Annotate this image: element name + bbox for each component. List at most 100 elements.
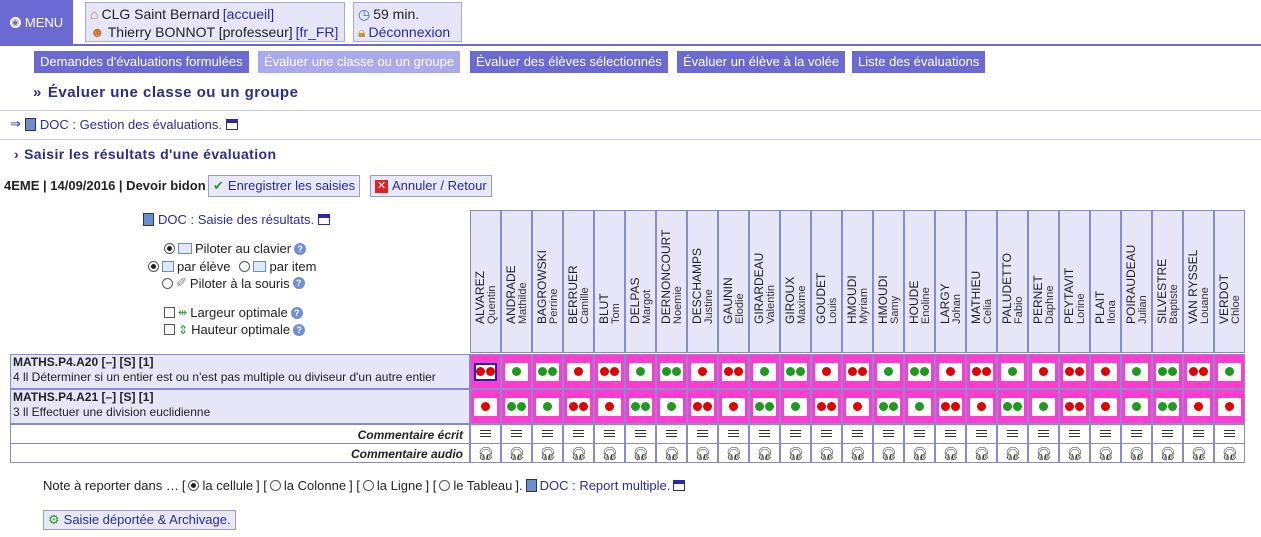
save-button[interactable]: ✔ Enregistrer les saisies bbox=[208, 175, 361, 197]
comment-written-cell[interactable] bbox=[563, 424, 594, 444]
doc-gestion-link[interactable]: DOC : Gestion des évaluations. bbox=[39, 116, 222, 132]
result-cell[interactable] bbox=[532, 389, 563, 424]
result-cell[interactable] bbox=[687, 354, 718, 389]
optimal-width-checkbox[interactable] bbox=[164, 307, 175, 318]
result-cell[interactable] bbox=[1121, 389, 1152, 424]
comment-audio-cell[interactable]: 🎧︎ bbox=[935, 443, 966, 463]
result-cell[interactable] bbox=[997, 354, 1028, 389]
comment-audio-cell[interactable]: 🎧︎ bbox=[1152, 443, 1183, 463]
result-cell[interactable] bbox=[625, 354, 656, 389]
menu-button[interactable]: ◉ MENU bbox=[0, 0, 74, 44]
language-link[interactable]: [fr_FR] bbox=[295, 24, 339, 40]
comment-written-cell[interactable] bbox=[811, 424, 842, 444]
tab-liste[interactable]: Liste des évaluations bbox=[852, 51, 986, 73]
report-column-radio[interactable] bbox=[269, 480, 281, 491]
result-cell[interactable] bbox=[1090, 389, 1121, 424]
comment-audio-cell[interactable]: 🎧︎ bbox=[1028, 443, 1059, 463]
result-cell[interactable] bbox=[718, 389, 749, 424]
comment-audio-cell[interactable]: 🎧︎ bbox=[842, 443, 873, 463]
result-cell[interactable] bbox=[842, 389, 873, 424]
comment-written-cell[interactable] bbox=[1214, 424, 1245, 444]
comment-written-cell[interactable] bbox=[873, 424, 904, 444]
comment-written-cell[interactable] bbox=[1090, 424, 1121, 444]
comment-audio-cell[interactable]: 🎧︎ bbox=[997, 443, 1028, 463]
comment-written-cell[interactable] bbox=[532, 424, 563, 444]
result-cell[interactable] bbox=[718, 354, 749, 389]
result-cell[interactable] bbox=[780, 354, 811, 389]
doc-report-link[interactable]: DOC : Report multiple. bbox=[539, 478, 671, 493]
result-cell[interactable] bbox=[780, 389, 811, 424]
comment-audio-cell[interactable]: 🎧︎ bbox=[625, 443, 656, 463]
comment-written-cell[interactable] bbox=[1028, 424, 1059, 444]
comment-audio-cell[interactable]: 🎧︎ bbox=[501, 443, 532, 463]
comment-written-cell[interactable] bbox=[997, 424, 1028, 444]
comment-written-cell[interactable] bbox=[625, 424, 656, 444]
result-cell[interactable] bbox=[935, 354, 966, 389]
help-icon[interactable]: ? bbox=[293, 323, 306, 336]
help-icon[interactable]: ? bbox=[294, 242, 307, 255]
comment-audio-cell[interactable]: 🎧︎ bbox=[470, 443, 501, 463]
popup-window-icon[interactable] bbox=[318, 214, 331, 225]
result-cell[interactable] bbox=[811, 354, 842, 389]
result-cell[interactable] bbox=[842, 354, 873, 389]
result-cell[interactable] bbox=[532, 354, 563, 389]
result-cell[interactable] bbox=[873, 354, 904, 389]
result-cell[interactable] bbox=[749, 389, 780, 424]
result-cell[interactable] bbox=[873, 389, 904, 424]
result-cell[interactable] bbox=[1152, 389, 1183, 424]
result-cell[interactable] bbox=[1059, 354, 1090, 389]
doc-saisie-link[interactable]: DOC : Saisie des résultats. bbox=[158, 212, 315, 227]
comment-audio-cell[interactable]: 🎧︎ bbox=[594, 443, 625, 463]
result-cell[interactable] bbox=[656, 354, 687, 389]
result-cell[interactable] bbox=[1059, 389, 1090, 424]
result-cell[interactable] bbox=[749, 354, 780, 389]
comment-written-cell[interactable] bbox=[687, 424, 718, 444]
report-cell-radio[interactable] bbox=[188, 480, 200, 491]
by-item-radio[interactable] bbox=[239, 261, 251, 272]
result-cell[interactable] bbox=[656, 389, 687, 424]
comment-audio-cell[interactable]: 🎧︎ bbox=[749, 443, 780, 463]
comment-written-cell[interactable] bbox=[904, 424, 935, 444]
result-cell[interactable] bbox=[563, 389, 594, 424]
comment-audio-cell[interactable]: 🎧︎ bbox=[1214, 443, 1245, 463]
result-cell[interactable] bbox=[935, 389, 966, 424]
comment-audio-cell[interactable]: 🎧︎ bbox=[780, 443, 811, 463]
result-cell[interactable] bbox=[594, 389, 625, 424]
result-cell[interactable] bbox=[997, 389, 1028, 424]
comment-audio-cell[interactable]: 🎧︎ bbox=[1183, 443, 1214, 463]
comment-written-cell[interactable] bbox=[656, 424, 687, 444]
result-cell[interactable] bbox=[1214, 354, 1245, 389]
result-cell[interactable] bbox=[501, 354, 532, 389]
home-link[interactable]: [accueil] bbox=[222, 6, 275, 22]
cancel-button[interactable]: ✕ Annuler / Retour bbox=[370, 175, 492, 197]
comment-written-cell[interactable] bbox=[470, 424, 501, 444]
comment-audio-cell[interactable]: 🎧︎ bbox=[873, 443, 904, 463]
comment-written-cell[interactable] bbox=[935, 424, 966, 444]
tab-evaluer-selection[interactable]: Évaluer des élèves sélectionnés bbox=[470, 51, 668, 73]
tab-demandes[interactable]: Demandes d'évaluations formulées bbox=[34, 51, 249, 73]
comment-audio-cell[interactable]: 🎧︎ bbox=[718, 443, 749, 463]
report-table-radio[interactable] bbox=[439, 480, 451, 491]
result-cell[interactable] bbox=[1121, 354, 1152, 389]
comment-written-cell[interactable] bbox=[842, 424, 873, 444]
comment-written-cell[interactable] bbox=[594, 424, 625, 444]
comment-audio-cell[interactable]: 🎧︎ bbox=[1090, 443, 1121, 463]
comment-audio-cell[interactable]: 🎧︎ bbox=[563, 443, 594, 463]
comment-audio-cell[interactable]: 🎧︎ bbox=[1059, 443, 1090, 463]
result-cell[interactable] bbox=[904, 354, 935, 389]
report-line-radio[interactable] bbox=[362, 480, 374, 491]
comment-written-cell[interactable] bbox=[749, 424, 780, 444]
result-cell[interactable] bbox=[1028, 389, 1059, 424]
result-cell[interactable] bbox=[811, 389, 842, 424]
result-cell[interactable] bbox=[563, 354, 594, 389]
popup-window-icon[interactable] bbox=[226, 118, 238, 130]
optimal-height-checkbox[interactable] bbox=[164, 324, 175, 335]
comment-written-cell[interactable] bbox=[1059, 424, 1090, 444]
by-student-radio[interactable] bbox=[148, 261, 159, 272]
result-cell[interactable] bbox=[1090, 354, 1121, 389]
comment-written-cell[interactable] bbox=[780, 424, 811, 444]
comment-written-cell[interactable] bbox=[1121, 424, 1152, 444]
result-cell[interactable] bbox=[687, 389, 718, 424]
comment-audio-cell[interactable]: 🎧︎ bbox=[811, 443, 842, 463]
result-cell[interactable] bbox=[1152, 354, 1183, 389]
